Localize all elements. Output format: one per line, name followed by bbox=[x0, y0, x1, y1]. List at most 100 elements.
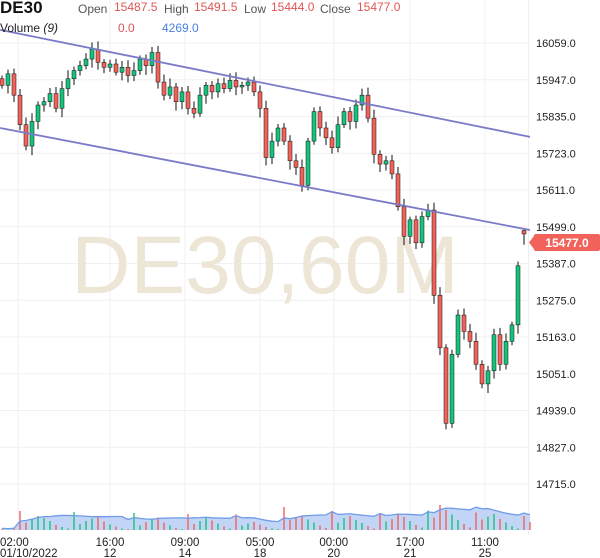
x-tick-time: 05:00 bbox=[246, 537, 275, 549]
volume-bar bbox=[109, 524, 111, 530]
y-tick-label: 15499.0 bbox=[536, 222, 576, 234]
volume-label-text: Volume bbox=[0, 21, 41, 35]
symbol-title: DE30 bbox=[0, 0, 43, 17]
volume-bar bbox=[517, 528, 519, 530]
volume-bar bbox=[235, 514, 237, 530]
volume-bar bbox=[361, 523, 363, 530]
candle-body bbox=[383, 160, 389, 165]
candle-body bbox=[221, 83, 227, 89]
candle-body bbox=[185, 91, 191, 109]
candle-body bbox=[89, 48, 95, 60]
volume-bar bbox=[193, 524, 195, 530]
candle-body bbox=[227, 80, 233, 89]
close-value: 15477.0 bbox=[357, 0, 401, 14]
volume-bar bbox=[475, 512, 477, 530]
y-tick-label: 15387.0 bbox=[536, 259, 576, 271]
candle-body bbox=[371, 117, 377, 155]
volume-value-2: 4269.0 bbox=[162, 21, 199, 35]
candle-body bbox=[59, 88, 65, 109]
candle-body bbox=[71, 70, 77, 80]
volume-bar bbox=[481, 519, 483, 530]
candle-body bbox=[305, 140, 311, 186]
x-tick-time: 16:00 bbox=[96, 537, 125, 549]
candle-body bbox=[131, 70, 137, 76]
volume-bar bbox=[7, 529, 9, 530]
candle-body bbox=[377, 153, 383, 165]
volume-bar bbox=[55, 525, 57, 530]
candle-body bbox=[53, 93, 59, 109]
trendline bbox=[0, 28, 531, 138]
volume-bar bbox=[67, 528, 69, 530]
candle-body bbox=[5, 73, 11, 86]
candle-body bbox=[125, 67, 131, 76]
close-label: Close bbox=[320, 2, 351, 16]
price-axis[interactable]: 16059.0 15947.0 15835.0 15723.0 15611.0 15499… bbox=[536, 38, 576, 491]
candle-body bbox=[287, 140, 293, 162]
last-price-tag: 15477.0 bbox=[529, 234, 600, 251]
volume-bar bbox=[97, 517, 99, 530]
candle-body bbox=[281, 127, 287, 142]
candle-body bbox=[239, 85, 245, 88]
volume-bar bbox=[415, 525, 417, 530]
volume-value-1: 0.0 bbox=[118, 21, 135, 35]
volume-bar bbox=[421, 527, 423, 530]
volume-period: (9) bbox=[43, 21, 59, 35]
y-tick-label: 14939.0 bbox=[536, 406, 576, 418]
volume-bar bbox=[163, 522, 165, 530]
volume-bar bbox=[91, 518, 93, 530]
volume-bar bbox=[181, 529, 183, 530]
volume-bar bbox=[151, 519, 153, 530]
volume-bar bbox=[457, 520, 459, 530]
volume-bar bbox=[265, 527, 267, 530]
candle-body bbox=[257, 91, 263, 109]
volume-bar bbox=[391, 519, 393, 530]
high-value: 15491.5 bbox=[194, 0, 238, 14]
candle-body bbox=[449, 354, 455, 424]
candle-body bbox=[245, 81, 251, 86]
volume-bar bbox=[397, 513, 399, 530]
candle-body bbox=[167, 86, 173, 96]
candle-body bbox=[47, 93, 53, 102]
volume-bar bbox=[13, 528, 15, 530]
candle-body bbox=[269, 140, 275, 158]
candle-body bbox=[329, 137, 335, 148]
y-tick-label: 15611.0 bbox=[536, 185, 575, 197]
volume-bar bbox=[301, 515, 303, 530]
volume-bar bbox=[295, 518, 297, 530]
candle-body bbox=[299, 167, 305, 186]
volume-bar bbox=[385, 521, 387, 530]
candle-body bbox=[479, 363, 485, 385]
x-tick-date: 12 bbox=[104, 548, 117, 558]
candle-body bbox=[251, 81, 257, 93]
volume-bar bbox=[73, 512, 75, 530]
candle-body bbox=[491, 334, 497, 372]
candle-body bbox=[353, 104, 359, 122]
volume-bar bbox=[61, 527, 63, 530]
volume-bar bbox=[529, 522, 531, 530]
candle-body bbox=[197, 94, 203, 114]
volume-bar bbox=[229, 528, 231, 530]
volume-bar bbox=[223, 526, 225, 530]
volume-bar bbox=[337, 522, 339, 530]
volume-bar bbox=[103, 521, 105, 530]
candle-body bbox=[407, 219, 413, 237]
candle-body bbox=[107, 63, 113, 68]
y-tick-label: 15835.0 bbox=[536, 112, 576, 124]
volume-bar bbox=[205, 517, 207, 530]
x-tick-date: 01/10/2022 bbox=[0, 548, 58, 558]
candle-body bbox=[77, 65, 83, 71]
candle-body bbox=[497, 334, 503, 365]
candle-body bbox=[203, 85, 209, 96]
candle-body bbox=[521, 230, 527, 235]
x-tick-date: 25 bbox=[479, 548, 492, 558]
y-tick-label: 15051.0 bbox=[536, 369, 576, 381]
candle-body bbox=[419, 216, 425, 244]
volume-bar bbox=[277, 529, 279, 530]
volume-bar bbox=[331, 511, 333, 530]
x-tick-date: 18 bbox=[254, 548, 267, 558]
volume-bar bbox=[211, 520, 213, 530]
volume-bar bbox=[43, 518, 45, 530]
candle-body bbox=[311, 111, 317, 142]
